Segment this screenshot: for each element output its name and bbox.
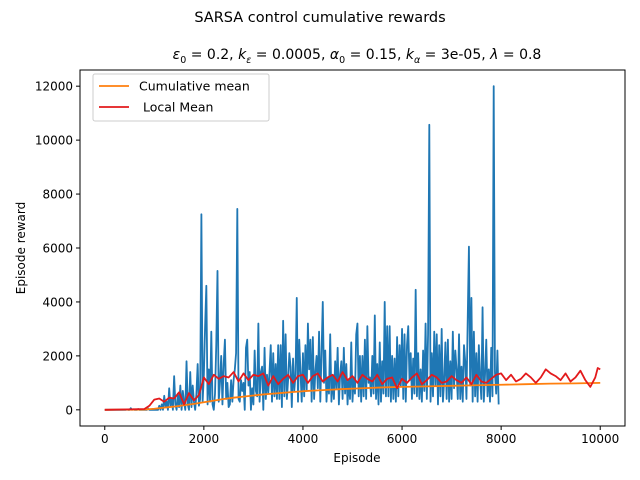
series-line-local-mean <box>104 367 601 411</box>
title-alpha-symbol: α <box>330 47 340 63</box>
y-tick-label: 10000 <box>35 134 73 148</box>
title-eps-val: = 0.2, <box>186 47 238 63</box>
legend-label-cumulative-mean: Cumulative mean <box>139 79 250 94</box>
title-eps-sub: 0 <box>180 55 186 66</box>
title-lambda-val: = 0.8 <box>498 47 541 63</box>
title-k-alpha-val: = 3e-05, <box>420 47 490 63</box>
title-k-eps-sub: ε <box>246 55 251 66</box>
y-tick-label: 8000 <box>42 188 73 202</box>
y-tick-label: 2000 <box>42 349 73 363</box>
chart-suptitle: SARSA control cumulative rewards <box>194 10 445 26</box>
x-tick-label: 10000 <box>581 432 619 446</box>
x-tick-label: 0 <box>101 432 109 446</box>
x-tick-label: 6000 <box>387 432 418 446</box>
chart-title: ε0 = 0.2, kε = 0.0005, α0 = 0.15, kα = 3… <box>173 47 542 66</box>
title-alpha-val: = 0.15, <box>345 47 406 63</box>
title-k-eps-val: = 0.0005, <box>251 47 330 63</box>
series-line-episode-reward <box>104 85 500 411</box>
y-tick-label: 12000 <box>35 80 73 94</box>
y-tick-label: 6000 <box>42 242 73 256</box>
title-lambda-symbol: λ <box>489 47 498 63</box>
title-k-alpha-symbol: k <box>406 47 415 63</box>
x-tick-label: 4000 <box>288 432 319 446</box>
plot-area <box>104 85 601 411</box>
axis-ticks: 0 2000 4000 6000 8000 10000 0 2000 4000 6000 8000 1… <box>35 80 620 446</box>
legend: Cumulative mean Local Mean <box>92 73 270 122</box>
x-axis-label: Episode <box>333 451 380 465</box>
title-alpha-sub: 0 <box>339 55 345 66</box>
x-tick-label: 2000 <box>189 432 220 446</box>
y-axis-label: Episode reward <box>14 202 28 295</box>
legend-box <box>92 73 270 122</box>
legend-label-local-mean: Local Mean <box>139 100 213 115</box>
y-tick-label: 4000 <box>42 295 73 309</box>
title-k-eps-symbol: k <box>238 47 247 63</box>
x-tick-label: 8000 <box>486 432 517 446</box>
title-eps-symbol: ε <box>173 47 181 63</box>
y-tick-label: 0 <box>65 403 73 417</box>
title-k-alpha-sub: α <box>414 55 421 66</box>
